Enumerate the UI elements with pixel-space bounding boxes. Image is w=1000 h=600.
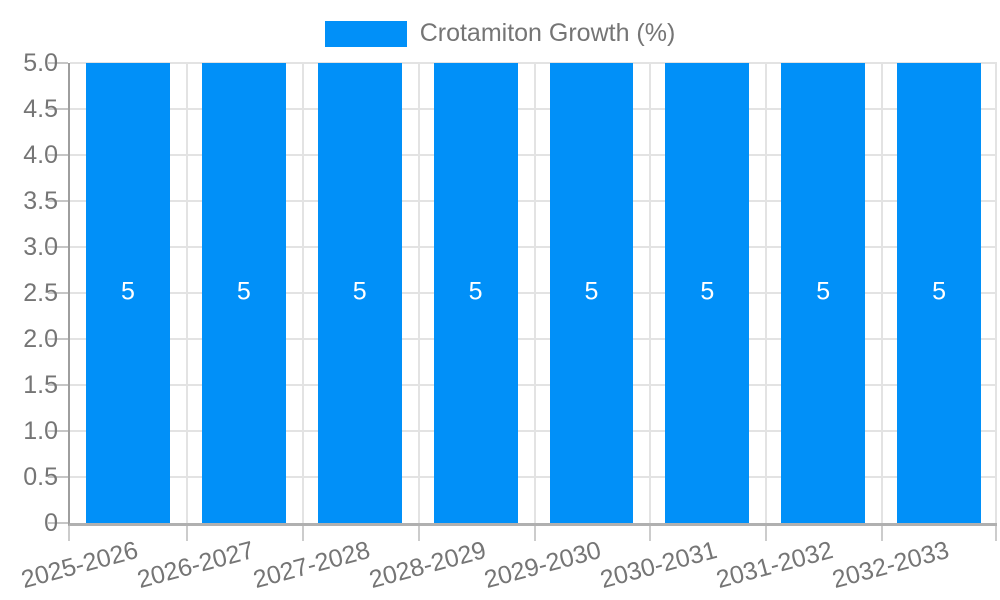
bar: 5 (201, 63, 286, 523)
y-axis-label: 1.0 (23, 417, 58, 445)
bar-value-label: 5 (584, 277, 599, 306)
bar-value-label: 5 (816, 277, 831, 306)
x-axis-tick (185, 526, 188, 541)
bar-value-label: 5 (120, 277, 135, 306)
y-axis-tick (48, 338, 68, 340)
y-axis-label: 0 (44, 509, 58, 537)
y-axis-tick (48, 200, 68, 202)
y-axis-label: 4.0 (23, 141, 58, 169)
bar: 5 (317, 63, 402, 523)
bar: 5 (781, 63, 866, 523)
bar: 5 (549, 63, 634, 523)
vertical-gridline (417, 63, 420, 523)
x-axis-tick (881, 526, 884, 541)
y-axis-label: 0.5 (23, 463, 58, 491)
y-axis-label: 2.5 (23, 279, 58, 307)
legend: Crotamiton Growth (%) (0, 19, 1000, 48)
y-axis-tick (48, 430, 68, 432)
vertical-gridline (765, 63, 768, 523)
y-axis-label: 2.0 (23, 325, 58, 353)
y-axis-tick (48, 522, 68, 524)
x-axis-tick (649, 526, 652, 541)
y-axis-label: 3.5 (23, 187, 58, 215)
bar-value-label: 5 (932, 277, 947, 306)
legend-series-label: Crotamiton Growth (%) (419, 19, 676, 47)
y-axis-label: 1.5 (23, 371, 58, 399)
legend-color-swatch (324, 20, 407, 47)
x-axis-tick (301, 526, 304, 541)
bar-value-label: 5 (468, 277, 483, 306)
vertical-gridline (649, 63, 652, 523)
y-axis-label: 5.0 (23, 49, 58, 77)
bar-value-label: 5 (700, 277, 715, 306)
x-axis-tick (765, 526, 768, 541)
vertical-gridline (185, 63, 188, 523)
x-axis-tick (995, 526, 997, 541)
vertical-gridline (881, 63, 884, 523)
bar-value-label: 5 (352, 277, 367, 306)
vertical-gridline (995, 63, 997, 523)
y-axis-tick (48, 384, 68, 386)
y-axis-label: 3.0 (23, 233, 58, 261)
bar: 5 (665, 63, 750, 523)
bar-value-label: 5 (236, 277, 251, 306)
y-axis-tick (48, 108, 68, 110)
bar: 5 (86, 63, 170, 523)
vertical-gridline (533, 63, 536, 523)
x-axis-tick (417, 526, 420, 541)
bar: 5 (897, 63, 981, 523)
y-axis-tick (48, 154, 68, 156)
y-axis-tick (48, 246, 68, 248)
y-axis-tick (48, 292, 68, 294)
x-axis-tick (68, 526, 70, 541)
vertical-gridline (301, 63, 304, 523)
plot-area: 5 5 5 5 5 5 5 5 (48, 62, 997, 541)
x-axis-tick (533, 526, 536, 541)
bar: 5 (433, 63, 518, 523)
y-axis-tick (48, 476, 68, 478)
y-axis-tick (48, 62, 68, 64)
y-axis-label: 4.5 (23, 95, 58, 123)
